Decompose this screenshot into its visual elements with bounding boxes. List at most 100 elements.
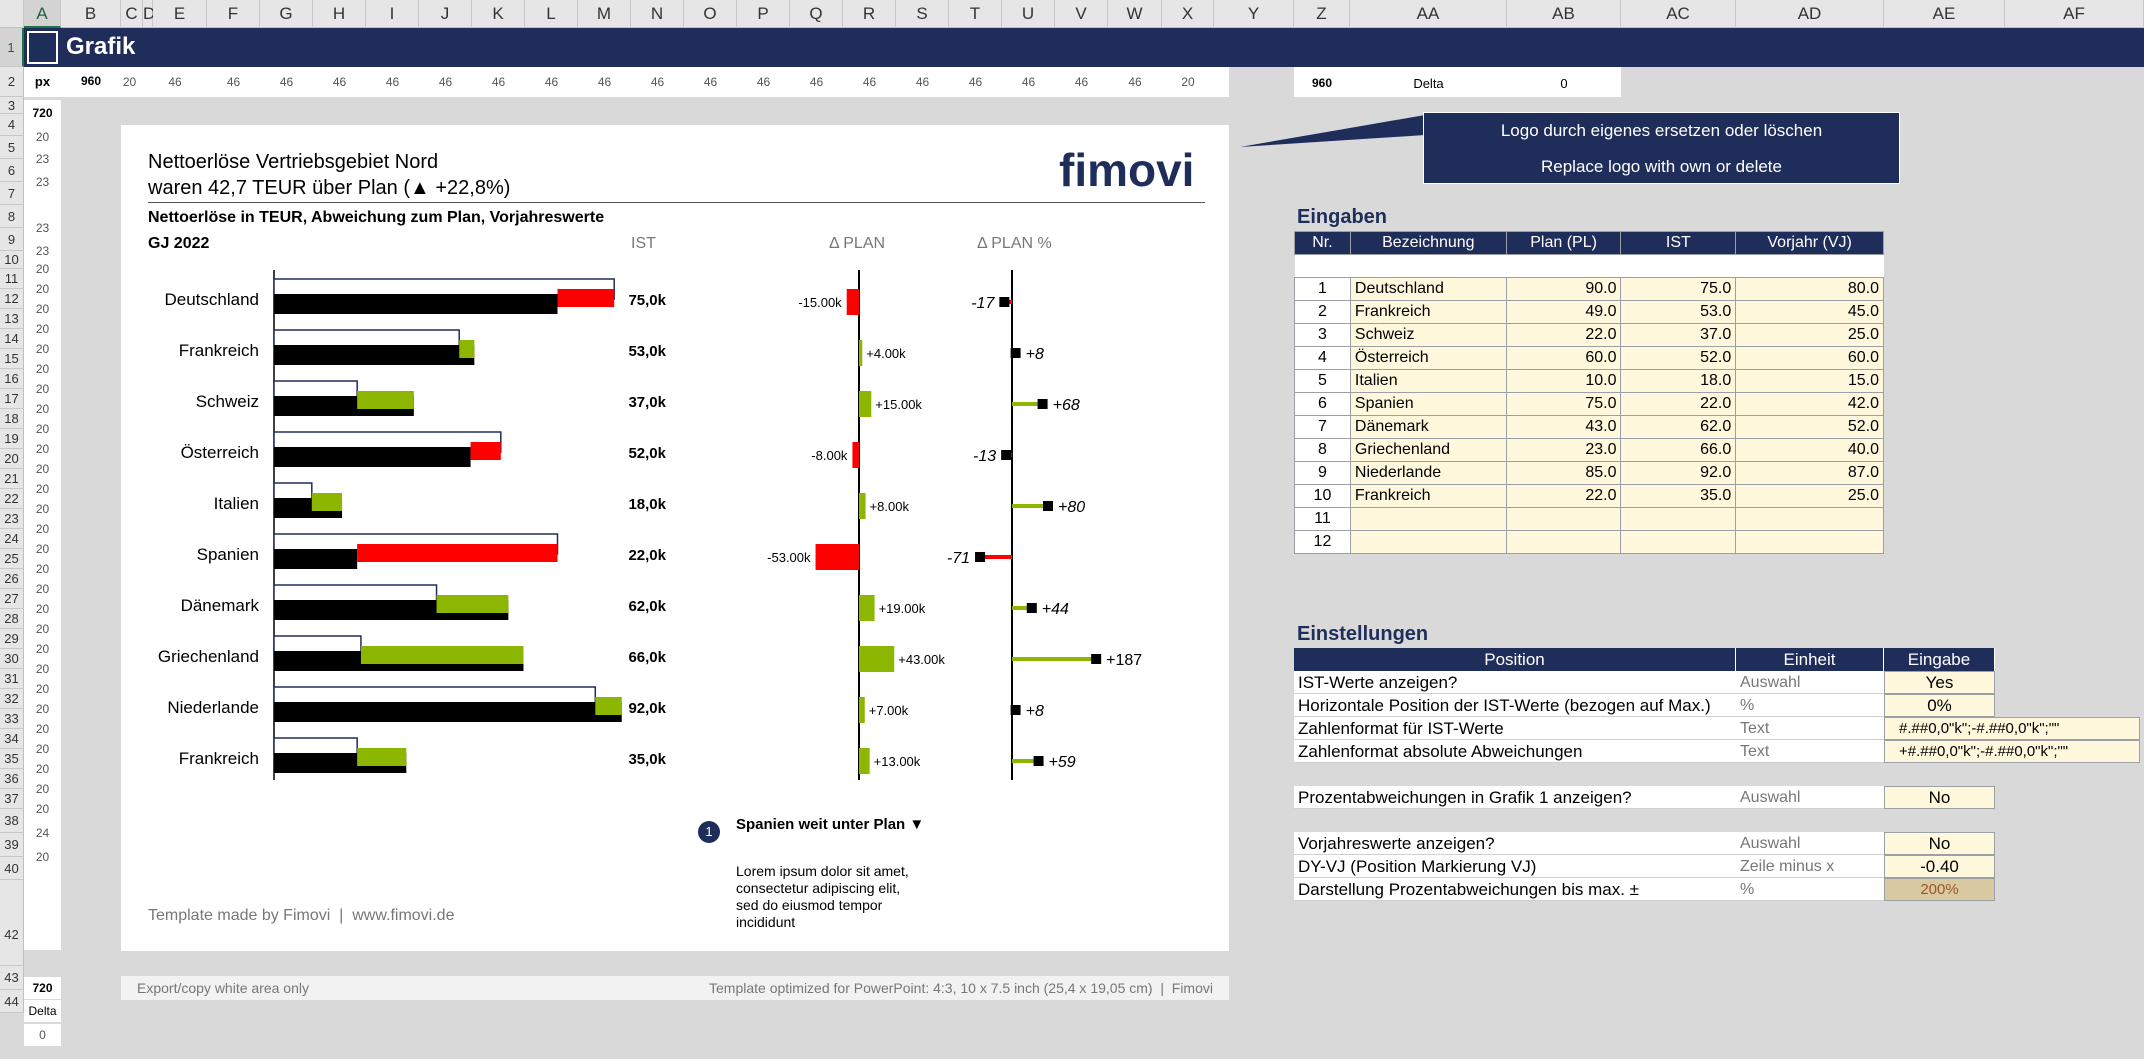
eingaben-cell[interactable]: Dänemark (1349, 415, 1507, 439)
column-header-a[interactable]: A (24, 0, 61, 28)
row-header-18[interactable]: 18 (0, 409, 24, 429)
row-header-22[interactable]: 22 (0, 489, 24, 509)
row-header-10[interactable]: 10 (0, 251, 24, 269)
row-header-32[interactable]: 32 (0, 689, 24, 709)
eingaben-cell[interactable]: 49.0 (1505, 300, 1622, 324)
setting-input[interactable]: Yes (1884, 671, 1995, 694)
row-header-11[interactable]: 11 (0, 269, 24, 289)
column-header-u[interactable]: U (1002, 0, 1055, 28)
bottom-height-cell[interactable]: 720 (24, 977, 61, 999)
eingaben-cell[interactable]: 52.0 (1620, 346, 1737, 370)
row-header-20[interactable]: 20 (0, 449, 24, 469)
eingaben-cell[interactable]: 87.0 (1735, 461, 1884, 485)
column-header-g[interactable]: G (260, 0, 313, 28)
column-header-e[interactable]: E (153, 0, 207, 28)
column-header-k[interactable]: K (472, 0, 525, 28)
eingaben-cell[interactable]: 40.0 (1735, 438, 1884, 462)
select-all-corner[interactable] (0, 0, 24, 28)
column-header-s[interactable]: S (896, 0, 949, 28)
eingaben-cell[interactable]: 66.0 (1620, 438, 1737, 462)
setting-input[interactable]: No (1884, 832, 1995, 855)
selected-cell-a1[interactable] (24, 28, 61, 67)
eingaben-cell[interactable]: 60.0 (1505, 346, 1622, 370)
column-header-q[interactable]: Q (790, 0, 843, 28)
row-header-6[interactable]: 6 (0, 159, 24, 182)
column-header-af[interactable]: AF (2005, 0, 2144, 28)
eingaben-cell[interactable]: Frankreich (1349, 300, 1507, 324)
eingaben-cell[interactable]: Italien (1349, 369, 1507, 393)
eingaben-cell[interactable]: 25.0 (1735, 484, 1884, 508)
row-header-23[interactable]: 23 (0, 509, 24, 529)
row-header-43[interactable]: 43 (0, 966, 24, 990)
eingaben-cell[interactable]: 10.0 (1505, 369, 1622, 393)
row-header-3[interactable]: 3 (0, 97, 24, 114)
row-header-42[interactable]: 42 (0, 903, 24, 966)
setting-input[interactable]: +#.##0,0"k";-#.##0,0"k";"" (1884, 740, 2140, 763)
column-header-ac[interactable]: AC (1621, 0, 1736, 28)
eingaben-cell[interactable]: 92.0 (1620, 461, 1737, 485)
column-header-i[interactable]: I (366, 0, 419, 28)
row-header-39[interactable]: 39 (0, 833, 24, 857)
row-header-35[interactable]: 35 (0, 749, 24, 769)
column-header-r[interactable]: R (843, 0, 896, 28)
column-header-ae[interactable]: AE (1884, 0, 2005, 28)
row-header-27[interactable]: 27 (0, 589, 24, 609)
row-header-34[interactable]: 34 (0, 729, 24, 749)
column-header-f[interactable]: F (207, 0, 260, 28)
row-header-7[interactable]: 7 (0, 182, 24, 205)
column-header-z[interactable]: Z (1294, 0, 1350, 28)
eingaben-cell[interactable]: Österreich (1349, 346, 1507, 370)
setting-input[interactable]: 200% (1884, 878, 1995, 901)
eingaben-cell[interactable] (1620, 507, 1737, 531)
row-header-37[interactable]: 37 (0, 789, 24, 809)
column-header-j[interactable]: J (419, 0, 472, 28)
eingaben-cell[interactable]: 52.0 (1735, 415, 1884, 439)
eingaben-cell[interactable]: 23.0 (1505, 438, 1622, 462)
eingaben-cell[interactable]: 42.0 (1735, 392, 1884, 416)
column-header-aa[interactable]: AA (1350, 0, 1507, 28)
eingaben-cell[interactable]: Schweiz (1349, 323, 1507, 347)
column-header-t[interactable]: T (949, 0, 1002, 28)
eingaben-cell[interactable]: Spanien (1349, 392, 1507, 416)
column-header-h[interactable]: H (313, 0, 366, 28)
eingaben-cell[interactable] (1349, 530, 1507, 554)
eingaben-cell[interactable]: Niederlande (1349, 461, 1507, 485)
column-header-w[interactable]: W (1108, 0, 1162, 28)
eingaben-cell[interactable]: 37.0 (1620, 323, 1737, 347)
column-header-v[interactable]: V (1055, 0, 1108, 28)
eingaben-cell[interactable] (1735, 530, 1884, 554)
row-header-26[interactable]: 26 (0, 569, 24, 589)
row-header-29[interactable]: 29 (0, 629, 24, 649)
row2-delta-value-cell[interactable]: 0 (1507, 67, 1621, 97)
row-header-44[interactable]: 44 (0, 990, 24, 1013)
eingaben-cell[interactable]: 15.0 (1735, 369, 1884, 393)
eingaben-cell[interactable] (1349, 507, 1507, 531)
eingaben-cell[interactable]: 35.0 (1620, 484, 1737, 508)
setting-input[interactable]: No (1884, 786, 1995, 809)
row-header-40[interactable]: 40 (0, 857, 24, 880)
eingaben-cell[interactable]: 75.0 (1620, 277, 1737, 301)
eingaben-cell[interactable]: 85.0 (1505, 461, 1622, 485)
row-header-2[interactable]: 2 (0, 67, 24, 97)
row-header-13[interactable]: 13 (0, 309, 24, 329)
column-header-l[interactable]: L (525, 0, 578, 28)
row-header-5[interactable]: 5 (0, 136, 24, 159)
eingaben-cell[interactable] (1620, 530, 1737, 554)
setting-input[interactable]: #.##0,0"k";-#.##0,0"k";"" (1884, 717, 2140, 740)
row2-z-cell[interactable]: 960 (1294, 67, 1350, 97)
column-header-ab[interactable]: AB (1507, 0, 1621, 28)
eingaben-cell[interactable]: 45.0 (1735, 300, 1884, 324)
eingaben-cell[interactable]: 53.0 (1620, 300, 1737, 324)
row-header-38[interactable]: 38 (0, 809, 24, 833)
row-header-1[interactable]: 1 (0, 28, 24, 67)
row-header-4[interactable]: 4 (0, 114, 24, 136)
setting-input[interactable]: 0% (1884, 694, 1995, 717)
row-header-31[interactable]: 31 (0, 669, 24, 689)
column-header-b[interactable]: B (61, 0, 121, 28)
column-header-c[interactable]: C (121, 0, 143, 28)
row-header-19[interactable]: 19 (0, 429, 24, 449)
row-header-25[interactable]: 25 (0, 549, 24, 569)
column-header-m[interactable]: M (578, 0, 631, 28)
bottom-delta-value-cell[interactable]: 0 (24, 1024, 61, 1046)
eingaben-cell[interactable]: 22.0 (1505, 323, 1622, 347)
